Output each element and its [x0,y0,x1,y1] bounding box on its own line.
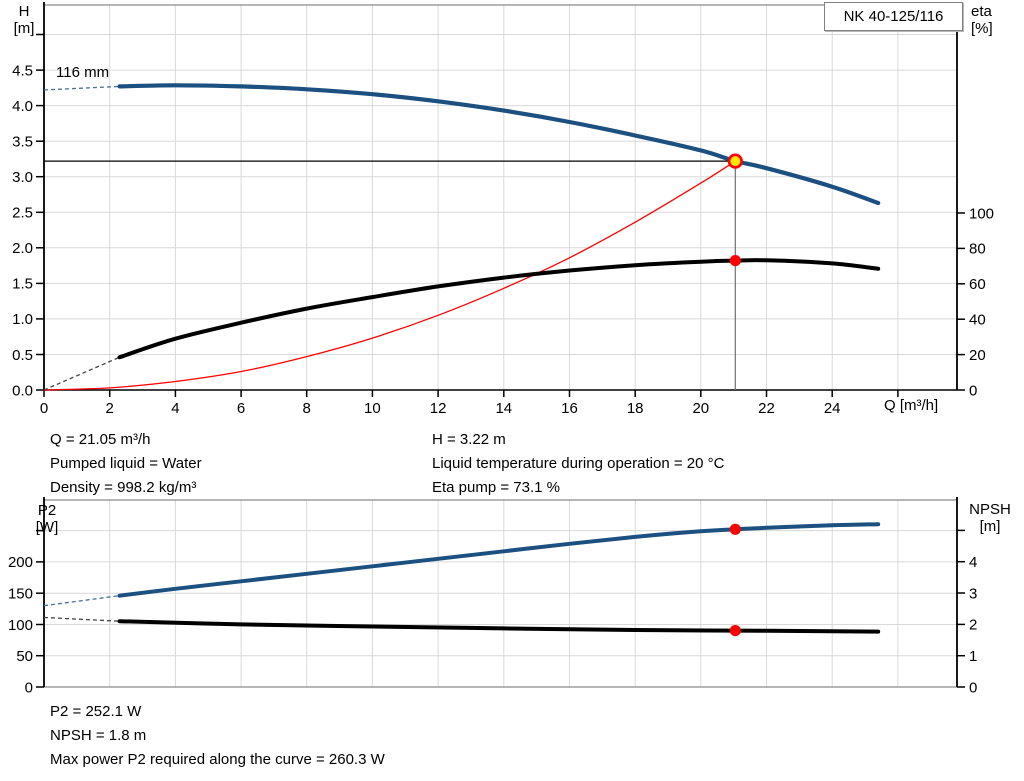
eta-axis-title: eta [%] [971,3,1011,37]
svg-text:16: 16 [561,400,578,417]
svg-text:150: 150 [8,586,33,603]
svg-text:0: 0 [969,679,977,695]
svg-text:6: 6 [237,400,245,417]
svg-text:22: 22 [758,400,775,417]
svg-text:1.0: 1.0 [12,311,33,328]
svg-text:0.0: 0.0 [12,382,33,399]
h-axis-title-symbol: H [18,3,30,20]
duty-readout-right-column: H = 3.22 m Liquid temperature during ope… [432,428,724,500]
pump-type-label: NK 40-125/116 [843,8,944,25]
npsh-axis-title-symbol: NPSH [969,501,1011,518]
qh-efficiency-chart: 0.00.51.01.52.02.53.03.54.04.50204060801… [12,2,994,417]
svg-text:100: 100 [8,617,33,634]
svg-text:8: 8 [303,400,311,417]
readout-npsh: NPSH = 1.8 m [50,727,147,744]
svg-text:2: 2 [106,400,114,417]
svg-text:4: 4 [969,554,977,571]
svg-text:0: 0 [40,400,48,417]
q-axis-title: Q [m³/h] [884,397,939,414]
readout-eta-pump: Eta pump = 73.1 % [432,479,560,496]
svg-text:18: 18 [627,400,644,417]
svg-text:2: 2 [969,617,977,634]
npsh-axis-title-unit: [m] [979,518,1001,535]
svg-text:1: 1 [969,648,977,665]
svg-text:14: 14 [495,400,512,417]
p2-axis-title-symbol: P2 [37,502,57,519]
readout-density: Density = 998.2 kg/m³ [50,479,197,496]
svg-text:100: 100 [969,205,994,222]
svg-text:60: 60 [969,276,986,293]
npsh-axis-title: NPSH [m] [964,501,1016,535]
readout-p2: P2 = 252.1 W [50,703,142,720]
svg-text:2.5: 2.5 [12,205,33,222]
readout-flow: Q = 21.05 m³/h [50,431,151,448]
svg-text:1.5: 1.5 [12,276,33,293]
svg-text:4: 4 [171,400,179,417]
p2-axis-title: P2 [W] [32,502,62,536]
svg-text:12: 12 [430,400,447,417]
svg-text:3: 3 [969,585,977,602]
svg-text:10: 10 [364,400,381,417]
eta-axis-title-unit: [%] [971,20,993,37]
readout-max-power: Max power P2 required along the curve = … [50,751,385,768]
svg-text:0: 0 [969,382,977,399]
readout-head: H = 3.22 m [432,431,506,448]
svg-text:2.0: 2.0 [12,240,33,257]
svg-text:200: 200 [8,554,33,571]
duty-readout-left-column: Q = 21.05 m³/h Pumped liquid = Water Den… [50,428,202,500]
svg-text:0: 0 [25,679,33,695]
h-axis-title: H [m] [10,3,38,37]
power-npsh-chart: 0 50 100 150 200 0 1 2 3 4 [8,497,977,695]
svg-text:0.5: 0.5 [12,347,33,364]
pump-type-badge: NK 40-125/116 [824,2,963,31]
svg-text:4.5: 4.5 [12,62,33,79]
readout-pumped-liquid: Pumped liquid = Water [50,455,202,472]
eta-axis-title-symbol: eta [971,3,992,20]
power-readout-column: P2 = 252.1 W NPSH = 1.8 m Max power P2 r… [50,700,385,772]
svg-text:80: 80 [969,241,986,258]
p2-axis-title-unit: [W] [35,519,59,536]
svg-text:50: 50 [16,648,33,665]
svg-text:40: 40 [969,312,986,329]
svg-text:4.0: 4.0 [12,98,33,115]
impeller-diameter-label: 116 mm [56,64,110,81]
svg-text:3.5: 3.5 [12,134,33,151]
svg-text:20: 20 [692,400,709,417]
readout-liquid-temperature: Liquid temperature during operation = 20… [432,455,725,472]
h-axis-title-unit: [m] [13,20,35,37]
svg-text:3.0: 3.0 [12,169,33,186]
svg-text:24: 24 [824,400,841,417]
svg-text:20: 20 [969,347,986,364]
